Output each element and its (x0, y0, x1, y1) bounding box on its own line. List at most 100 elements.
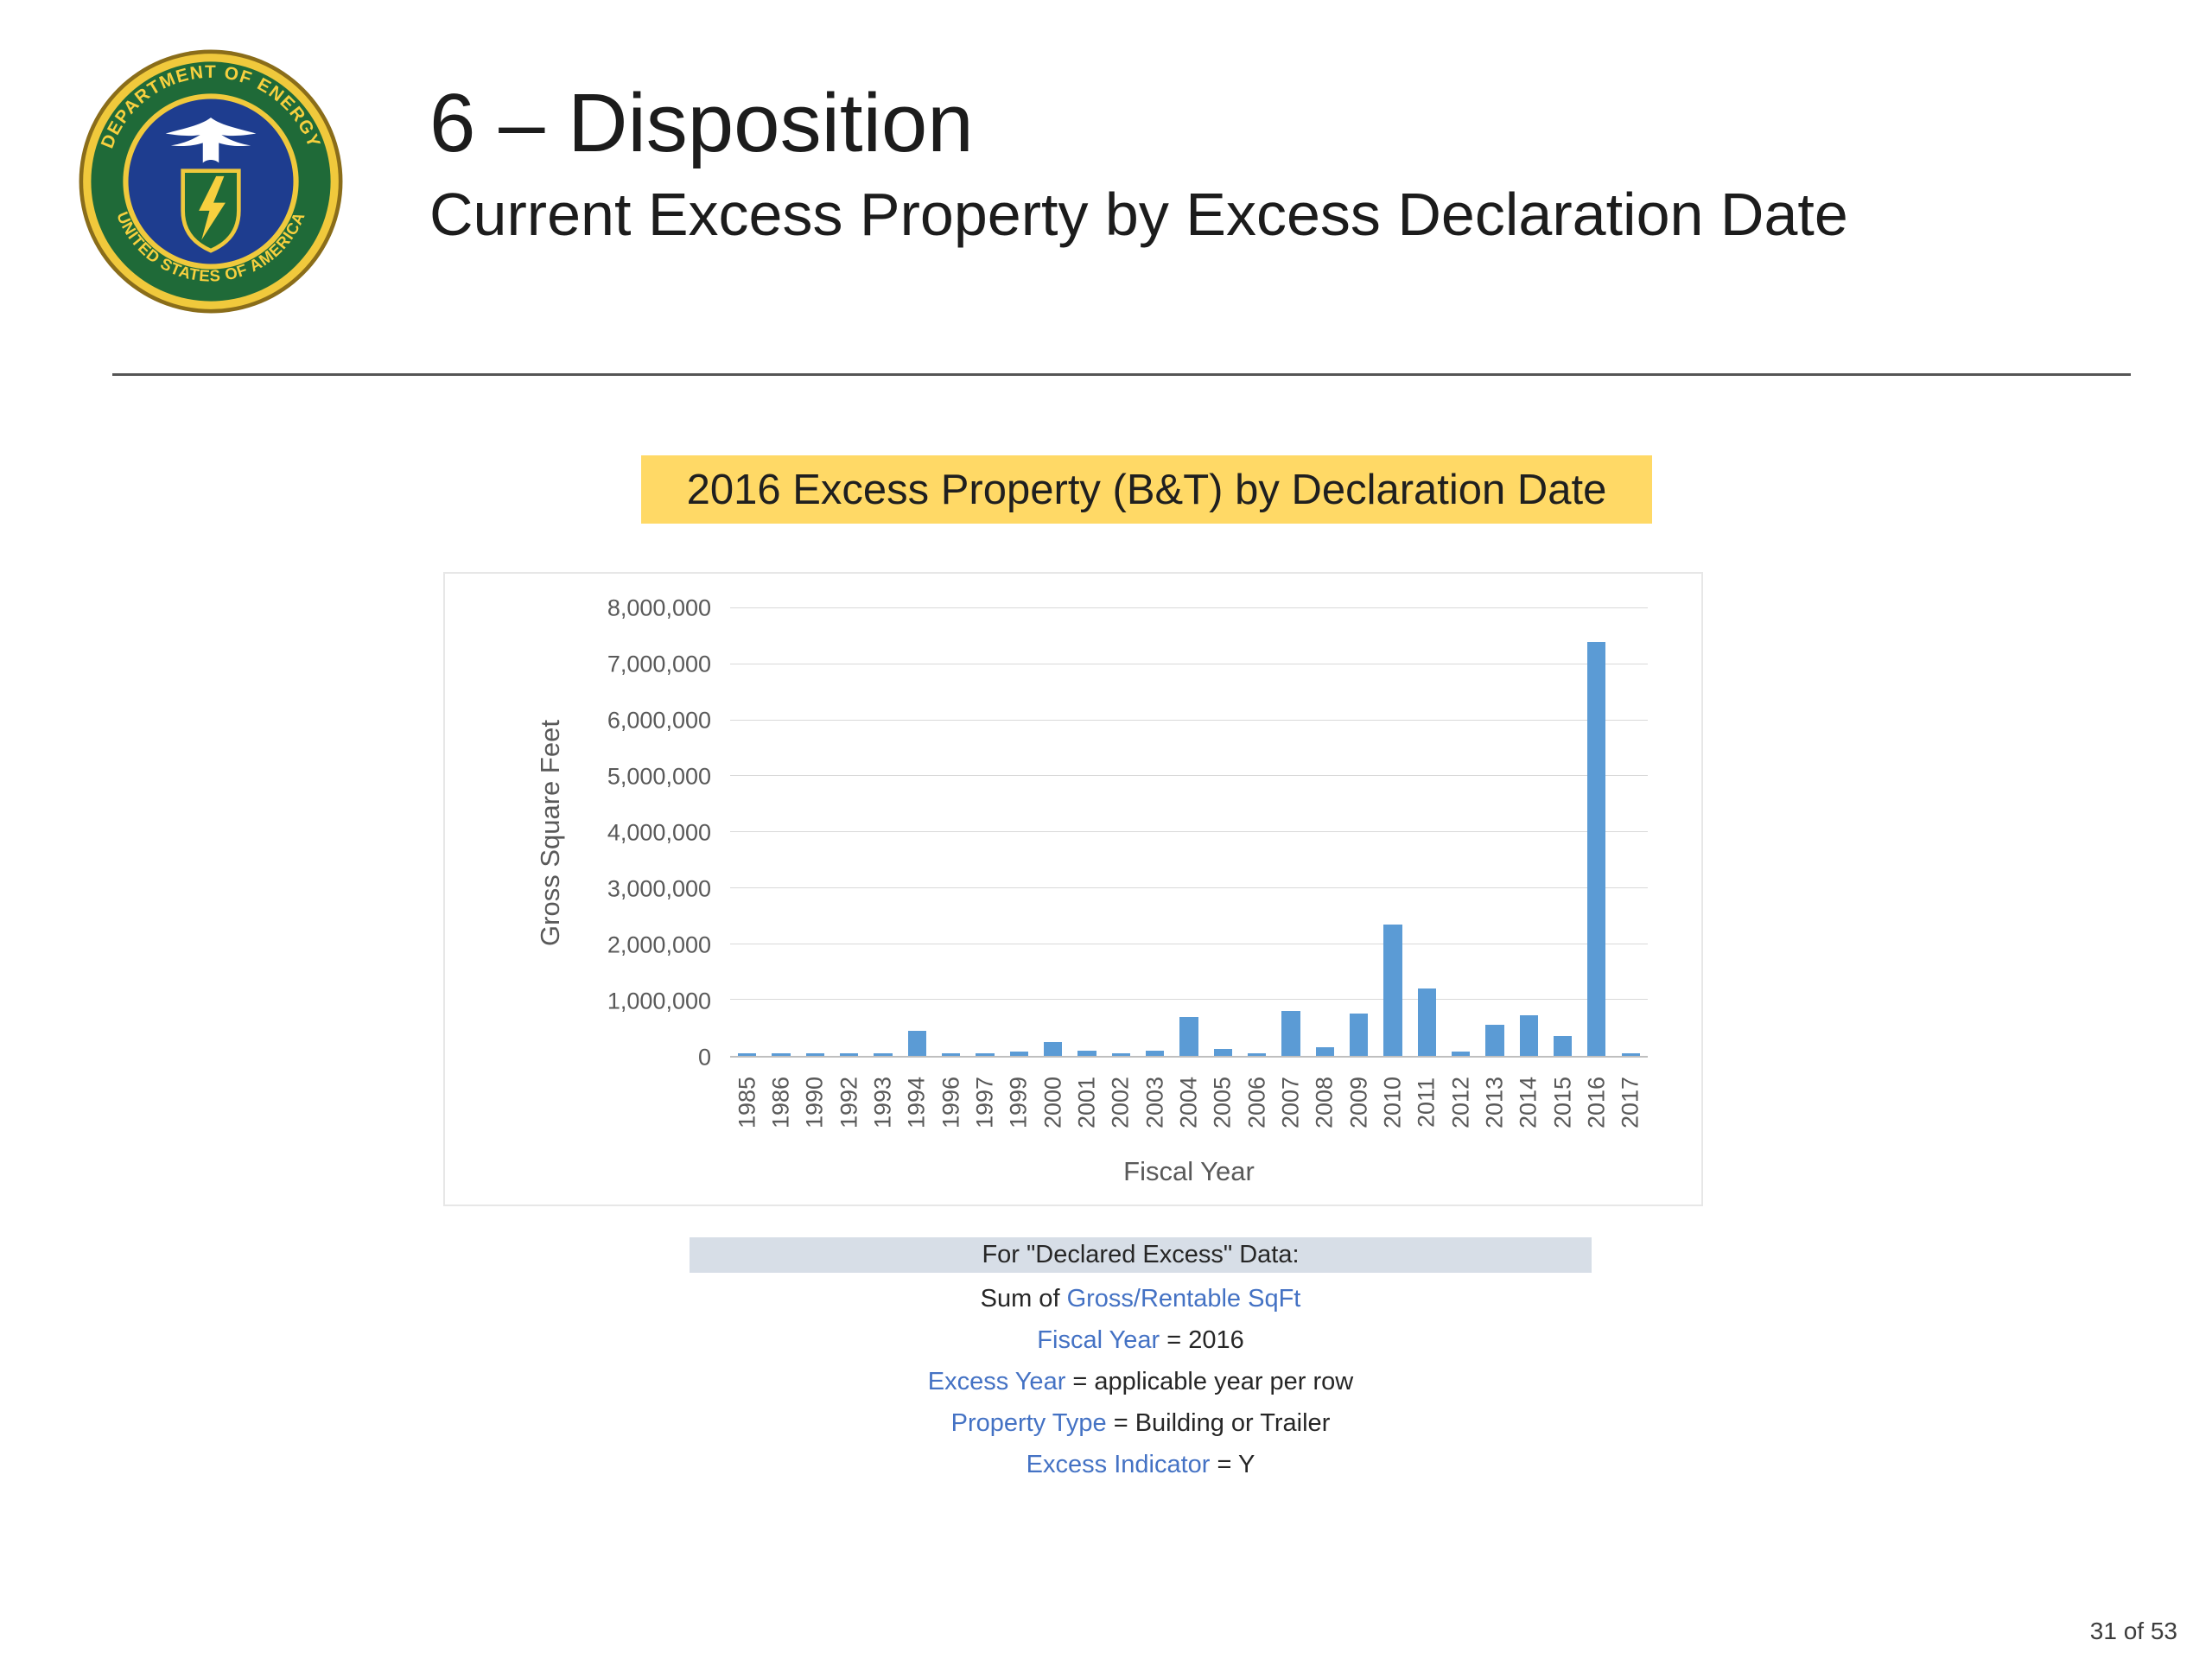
bar-slot (1036, 608, 1070, 1056)
x-tick-slot: 1994 (900, 1063, 934, 1146)
bar-2011 (1417, 988, 1436, 1056)
bar-slot (1138, 608, 1172, 1056)
note-field-name: Property Type (950, 1409, 1107, 1437)
bar-2004 (1179, 1016, 1198, 1056)
lightning-bolt-icon (199, 175, 226, 240)
x-tick-label: 2001 (1073, 1076, 1100, 1129)
x-tick-slot: 1992 (832, 1063, 866, 1146)
bar-slot (1410, 608, 1444, 1056)
x-tick-label: 2013 (1481, 1076, 1508, 1129)
bar-chart: Gross Square Feet 0 1,000,000 2,000,000 3,0… (443, 572, 1703, 1206)
x-tick-slot: 2005 (1206, 1063, 1240, 1146)
x-tick-label: 1993 (869, 1076, 896, 1129)
notes-block: For "Declared Excess" Data: Sum of Gross… (690, 1237, 1592, 1485)
note-plain-text: = 2016 (1160, 1326, 1244, 1354)
bar-2017 (1621, 1053, 1640, 1056)
x-tick-label: 1990 (801, 1076, 828, 1129)
x-tick-label: 2017 (1617, 1076, 1643, 1129)
gridline (730, 775, 1648, 777)
bar-slot (934, 608, 968, 1056)
bar-slot (1240, 608, 1274, 1056)
x-tick-slot: 2013 (1478, 1063, 1511, 1146)
note-field-name: Gross/Rentable SqFt (1066, 1285, 1301, 1313)
bar-2015 (1553, 1036, 1573, 1056)
note-field-name: Fiscal Year (1037, 1326, 1160, 1354)
x-tick-label: 2008 (1311, 1076, 1338, 1129)
x-axis-ticks: 1985 1986 1990 1992 1993 1994 1996 1997 1999 2000… (730, 1063, 1648, 1146)
bar-2006 (1247, 1053, 1267, 1056)
note-line: Sum of Gross/Rentable SqFt (690, 1278, 1592, 1319)
bar-2014 (1519, 1015, 1538, 1056)
y-tick-label: 0 (697, 1044, 711, 1071)
x-tick-slot: 2003 (1138, 1063, 1172, 1146)
bar-slot (764, 608, 798, 1056)
x-tick-label: 2010 (1379, 1076, 1406, 1129)
x-tick-label: 2015 (1549, 1076, 1576, 1129)
x-tick-label: 1985 (734, 1076, 760, 1129)
y-tick-label: 3,000,000 (607, 875, 711, 902)
x-tick-slot: 2008 (1308, 1063, 1342, 1146)
x-tick-label: 2003 (1141, 1076, 1168, 1129)
y-axis-ticks: 0 1,000,000 2,000,000 3,000,000 4,000,000 5,0… (445, 595, 711, 1071)
bar-2013 (1485, 1025, 1504, 1056)
x-axis-label: Fiscal Year (1123, 1156, 1255, 1186)
bar-slot (1070, 608, 1103, 1056)
bar-1992 (840, 1053, 859, 1056)
slide-title: 6 – Disposition (429, 77, 974, 169)
bar-2008 (1315, 1047, 1334, 1056)
bar-slot (1444, 608, 1478, 1056)
x-tick-slot: 2006 (1240, 1063, 1274, 1146)
eagle-icon (165, 118, 257, 163)
note-field-name: Excess Indicator (1026, 1451, 1211, 1478)
x-tick-label: 2002 (1107, 1076, 1134, 1129)
bar-1994 (907, 1030, 926, 1056)
bar-1997 (976, 1053, 995, 1056)
y-tick-label: 5,000,000 (607, 763, 711, 790)
note-line: Property Type = Building or Trailer (690, 1402, 1592, 1444)
x-tick-slot: 1997 (968, 1063, 1001, 1146)
bar-slot (730, 608, 764, 1056)
y-tick-label: 1,000,000 (607, 988, 711, 1014)
bar-1985 (738, 1053, 757, 1056)
slide-subtitle: Current Excess Property by Excess Declar… (429, 181, 1848, 249)
x-tick-slot: 2001 (1070, 1063, 1103, 1146)
x-tick-slot: 2011 (1410, 1063, 1444, 1146)
x-tick-label: 2009 (1345, 1076, 1372, 1129)
x-tick-slot: 2014 (1512, 1063, 1546, 1146)
x-tick-label: 2004 (1175, 1076, 1202, 1129)
note-field-name: Excess Year (927, 1368, 1066, 1395)
bar-2007 (1281, 1011, 1300, 1056)
gridline (730, 999, 1648, 1001)
notes-header: For "Declared Excess" Data: (690, 1237, 1592, 1273)
bar-2000 (1044, 1041, 1063, 1056)
bar-slot (1104, 608, 1138, 1056)
x-tick-label: 2014 (1515, 1076, 1541, 1129)
x-tick-slot: 2016 (1580, 1063, 1613, 1146)
bar-1999 (1009, 1051, 1028, 1056)
bar-1993 (874, 1053, 893, 1056)
bar-2002 (1111, 1053, 1130, 1056)
note-line: Excess Indicator = Y (690, 1444, 1592, 1485)
x-tick-label: 2005 (1209, 1076, 1236, 1129)
bar-slot (968, 608, 1001, 1056)
x-tick-label: 2000 (1039, 1076, 1066, 1129)
x-tick-slot: 1993 (866, 1063, 899, 1146)
bar-1996 (942, 1053, 961, 1056)
bar-slot (1002, 608, 1036, 1056)
bar-2001 (1077, 1050, 1096, 1056)
slide-header: 6 – Disposition Current Excess Property … (429, 76, 1848, 250)
x-tick-label: 2011 (1413, 1077, 1440, 1128)
x-tick-label: 1992 (836, 1076, 862, 1129)
y-tick-label: 6,000,000 (607, 707, 711, 734)
y-tick-label: 4,000,000 (607, 819, 711, 846)
x-tick-slot: 2004 (1172, 1063, 1205, 1146)
x-tick-label: 1986 (767, 1076, 794, 1129)
y-tick-label: 2,000,000 (607, 931, 711, 958)
x-tick-label: 1997 (971, 1076, 998, 1129)
x-tick-slot: 2000 (1036, 1063, 1070, 1146)
note-line: Excess Year = applicable year per row (690, 1361, 1592, 1402)
note-plain-text: Sum of (980, 1285, 1067, 1313)
bar-2012 (1451, 1051, 1471, 1056)
bars (730, 608, 1648, 1056)
